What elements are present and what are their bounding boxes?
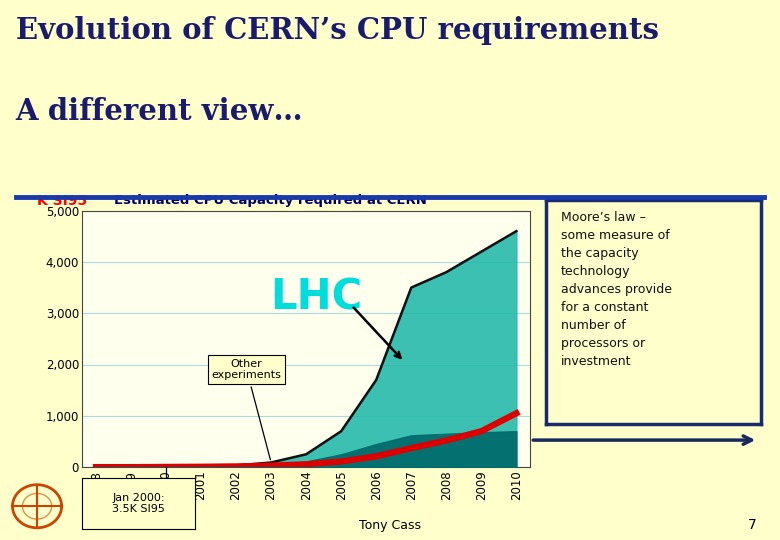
- Text: Tony Cass: Tony Cass: [359, 519, 421, 532]
- Text: Moore’s law –
some measure of
the capacity
technology
advances provide
for a con: Moore’s law – some measure of the capaci…: [561, 211, 672, 368]
- Text: Estimated CPU Capacity required at CERN: Estimated CPU Capacity required at CERN: [114, 194, 427, 207]
- Text: Jan 2000:
3.5K SI95: Jan 2000: 3.5K SI95: [112, 492, 165, 514]
- Text: A different view…: A different view…: [16, 97, 303, 126]
- Text: Evolution of CERN’s CPU requirements: Evolution of CERN’s CPU requirements: [16, 16, 658, 45]
- Text: LHC: LHC: [271, 277, 363, 319]
- Text: Other
experiments: Other experiments: [211, 359, 282, 460]
- Text: 7: 7: [748, 518, 757, 532]
- Text: K SI95: K SI95: [37, 194, 87, 208]
